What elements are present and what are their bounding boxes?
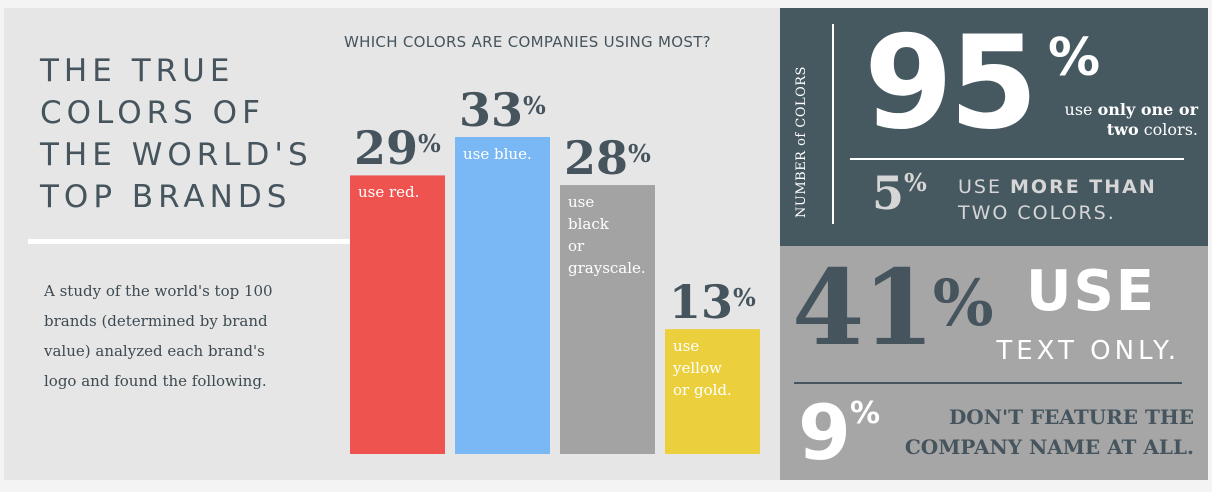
stat-41-emphasis: USE xyxy=(1026,259,1157,324)
bar-label-2: use black or grayscale. xyxy=(568,193,646,278)
bar-0 xyxy=(350,175,445,454)
stat-95-post: colors. xyxy=(1138,120,1198,139)
horizontal-rule-bottom xyxy=(794,382,1182,384)
title-divider xyxy=(28,239,350,244)
bar-2 xyxy=(560,185,655,454)
bar-1 xyxy=(455,137,550,454)
vertical-rule xyxy=(832,24,834,224)
bar-label-3: use yellow or gold. xyxy=(673,337,732,400)
number-of-colors-label: NUMBER of COLORS xyxy=(794,66,809,218)
stat-5-figure: 5% xyxy=(872,166,927,220)
stat-95-unit: % xyxy=(1048,28,1101,88)
stat-5-post: TWO COLORS. xyxy=(958,202,1116,224)
stat-41-unit: % xyxy=(932,266,994,341)
bar-value-3: 13% xyxy=(669,275,756,330)
stat-5-unit: % xyxy=(904,168,927,197)
text-logo-panel: 41% USE TEXT ONLY. 9 % DON'T FEATURE THE… xyxy=(780,246,1208,480)
stat-5-pre: USE xyxy=(958,176,1011,198)
bar-3 xyxy=(665,329,760,454)
stat-9-value: 9 xyxy=(798,388,851,477)
horizontal-rule-top xyxy=(850,158,1184,160)
stat-95-pre: use xyxy=(1064,100,1098,119)
stat-41-value: 41 xyxy=(792,246,935,369)
bar-value-2: 28% xyxy=(564,131,651,186)
stat-9-unit: % xyxy=(850,396,881,431)
stat-95-value: 95 xyxy=(864,9,1038,158)
stat-41-figure: 41% xyxy=(792,246,994,369)
stat-41-text: TEXT ONLY. xyxy=(996,336,1180,366)
stat-95-text: use only one or two colors. xyxy=(1038,100,1198,140)
stat-5-text: USE MORE THAN TWO COLORS. xyxy=(958,174,1198,226)
intro-text: A study of the world's top 100 brands (d… xyxy=(44,282,273,390)
stat-9-text: DON'T FEATURE THE COMPANY NAME AT ALL. xyxy=(904,405,1194,459)
bar-label-1: use blue. xyxy=(463,145,532,163)
number-of-colors-panel: NUMBER of COLORS 95 % use only one or tw… xyxy=(780,8,1208,246)
infographic-title: THE TRUE COLORS OF THE WORLD'S TOP BRAND… xyxy=(40,53,313,215)
stat-5-bold: MORE THAN xyxy=(1010,176,1157,198)
chart-title: WHICH COLORS ARE COMPANIES USING MOST? xyxy=(344,33,711,51)
stat-5-value: 5 xyxy=(872,166,905,220)
bar-value-0: 29% xyxy=(354,121,441,176)
bar-value-1: 33% xyxy=(459,83,546,137)
bar-chart xyxy=(350,137,760,454)
bar-label-0: use red. xyxy=(358,183,420,202)
infographic: THE TRUE COLORS OF THE WORLD'S TOP BRAND… xyxy=(4,8,1208,480)
stat-95-bold: only one or two xyxy=(1097,100,1198,139)
